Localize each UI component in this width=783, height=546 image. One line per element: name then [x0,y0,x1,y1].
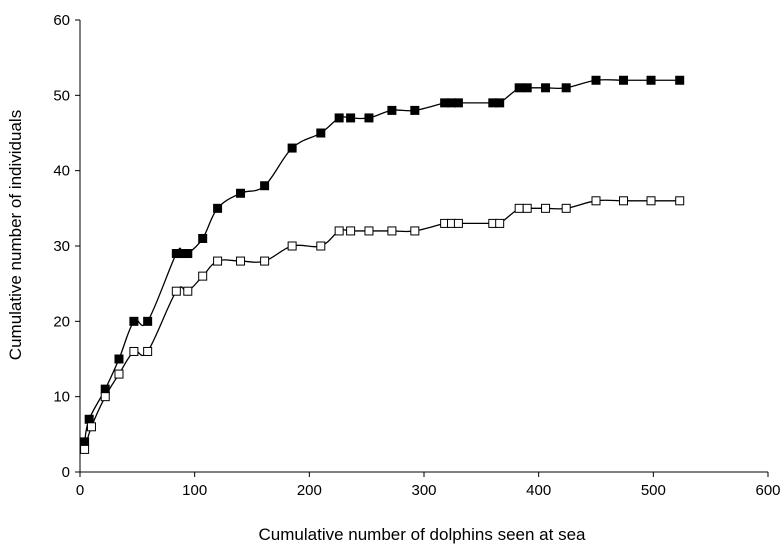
series-2-point [129,346,139,356]
y-tick-label: 0 [62,464,70,481]
series-2-point [675,196,685,206]
series-2-point [514,203,524,213]
y-tick-label: 20 [53,313,70,330]
series-2-point [213,256,223,266]
series-2-point [334,226,344,236]
series-1-point [495,98,505,108]
x-tick-label: 0 [76,482,84,499]
series-1-point [84,414,94,424]
series-2-point [346,226,356,236]
series-2-point [410,226,420,236]
series-2-point [143,346,153,356]
series-1-point [410,105,420,115]
series-1-point [143,316,153,326]
series-1-point [591,75,601,85]
series-2-point [646,196,656,206]
series-2-point [387,226,397,236]
series-2-point [561,203,571,213]
series-2-point [495,218,505,228]
y-tick-label: 10 [53,389,70,406]
series-1-point [236,188,246,198]
series-1-point [287,143,297,153]
series-2-point [316,241,326,251]
x-tick-label: 300 [411,482,436,499]
y-tick-label: 50 [53,87,70,104]
series-1-point [198,233,208,243]
series-1-point [619,75,629,85]
series-1-point [522,83,532,93]
series-1-point [561,83,571,93]
series-2-point [619,196,629,206]
y-axis-title: Cumulative number of individuals [6,110,25,360]
series-2-point [114,369,124,379]
series-2-line [83,199,680,450]
series-2-point [171,286,181,296]
series-1-point [364,113,374,123]
series-2-point [260,256,270,266]
series-2-point [453,218,463,228]
y-tick-label: 40 [53,163,70,180]
series-2-point [287,241,297,251]
series-1-point [334,113,344,123]
series-1-point [260,181,270,191]
x-tick-label: 200 [297,482,322,499]
series-2-point [364,226,374,236]
series-1-point [453,98,463,108]
series-1-point [675,75,685,85]
series-1-point [387,105,397,115]
series-2-point [541,203,551,213]
series-1-point [316,128,326,138]
series-1-point [514,83,524,93]
series-2-point [198,271,208,281]
series-1-point [183,249,193,259]
series-1-point [541,83,551,93]
x-tick-label: 400 [526,482,551,499]
series-2-point [591,196,601,206]
series-2-point [100,392,110,402]
series-1-point [129,316,139,326]
series-2-point [236,256,246,266]
x-tick-label: 500 [641,482,666,499]
series-1-point [213,203,223,213]
series-2-point [86,422,96,432]
series-1-point [646,75,656,85]
x-axis-title: Cumulative number of dolphins seen at se… [259,525,587,544]
x-tick-label: 100 [182,482,207,499]
x-tick-label: 600 [755,482,780,499]
series-2-point [522,203,532,213]
y-axis-title-group: Cumulative number of individuals [6,110,25,360]
series-2-point [183,286,193,296]
y-tick-label: 60 [53,12,70,29]
series-1-point [114,354,124,364]
series-1-point [346,113,356,123]
series-2-point [80,444,90,454]
y-tick-label: 30 [53,238,70,255]
series-1-line [83,79,680,442]
